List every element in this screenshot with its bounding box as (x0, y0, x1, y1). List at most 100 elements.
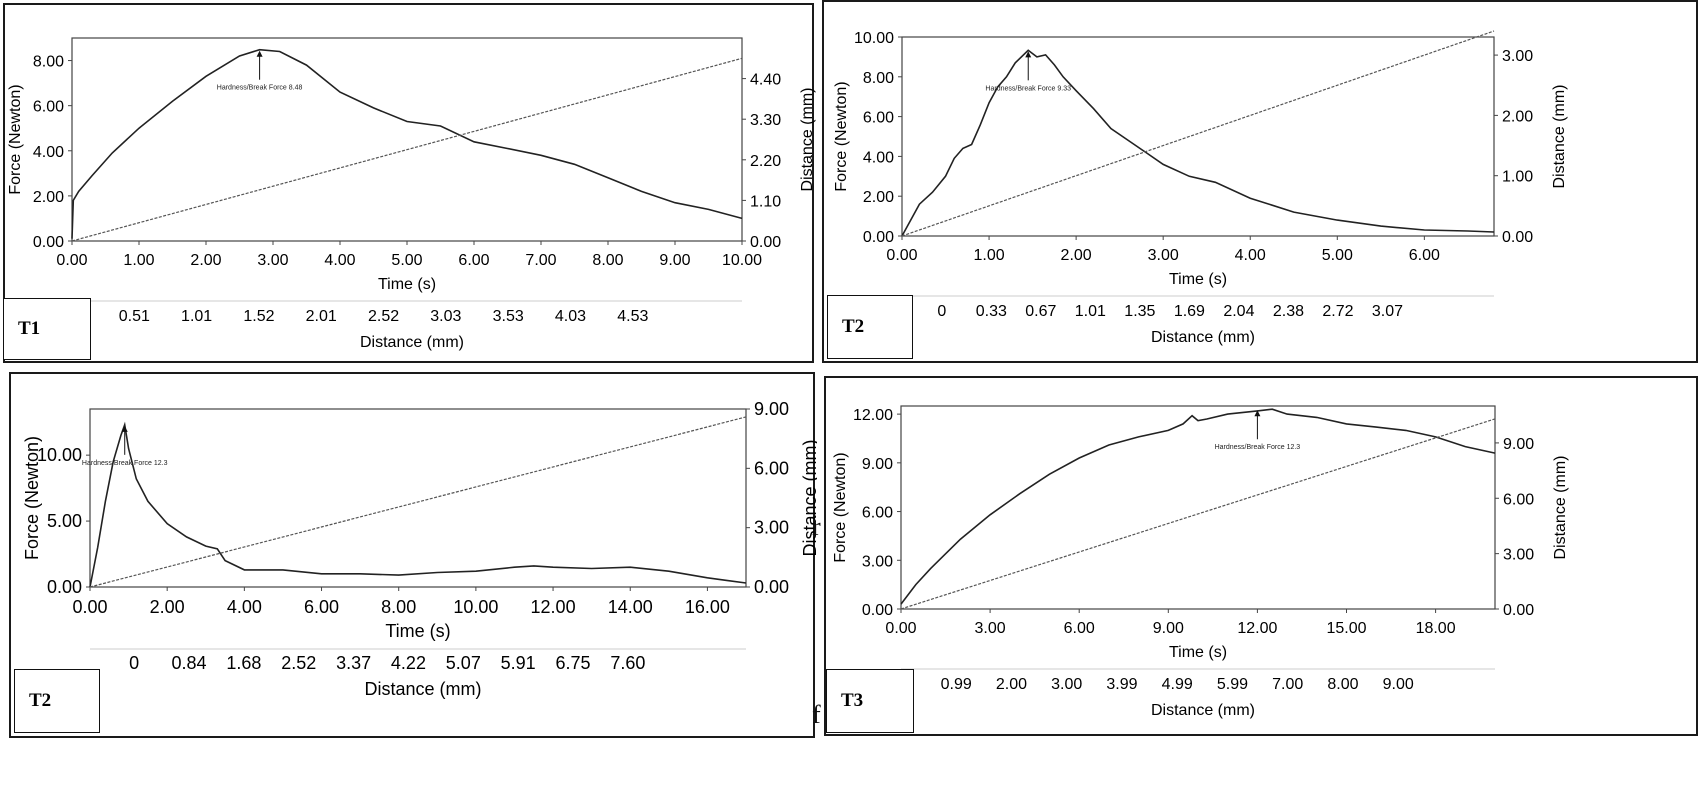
x-tick-label: 2.00 (150, 597, 185, 617)
x2-tick-label: 5.07 (446, 653, 481, 673)
x-tick-label: 8.00 (381, 597, 416, 617)
y-tick-label: 5.00 (47, 511, 82, 531)
y-tick-label: 12.00 (853, 407, 893, 424)
x-tick-label: 14.00 (608, 597, 653, 617)
chart-svg-t3: 0.00 3.00 6.00 9.00 12.00 15.00 18.00 0.00 3.00 6… (832, 405, 1569, 719)
x2-tick-label: 2.38 (1273, 303, 1304, 320)
x2-tick-label: 3.99 (1106, 676, 1137, 693)
x2-tick-label: 0.99 (941, 676, 972, 693)
y2-tick-label: 2.20 (750, 153, 781, 170)
y2-tick-label: 0.00 (754, 577, 789, 597)
x2-tick-label: 4.03 (555, 308, 586, 325)
x2-tick-label: 5.91 (501, 653, 536, 673)
x-tick-label: 3.00 (1148, 247, 1179, 264)
force-series-line (71, 48, 743, 239)
x2-tick-label: 2.00 (996, 676, 1027, 693)
x-tick-label: 5.00 (1322, 247, 1353, 264)
annotation-label: Hardness/Break Force 9.33 (985, 85, 1071, 92)
x-axis-title: Time (s) (385, 621, 450, 641)
annotation-label: Hardness/Break Force 8.48 (217, 85, 303, 92)
x-tick-label: 10.00 (453, 597, 498, 617)
chart-panel-t3: 0.00 3.00 6.00 9.00 12.00 15.00 18.00 0.00 3.00 6… (824, 376, 1698, 736)
x2-axis-title: Distance (mm) (360, 334, 464, 351)
x2-tick-label: 4.99 (1162, 676, 1193, 693)
y2-tick-label: 3.00 (1502, 48, 1533, 65)
chart-panel-t1: 0.00 1.00 2.00 3.00 4.00 5.00 6.00 7.00 8.00 9.00… (3, 3, 816, 363)
y-tick-label: 9.00 (862, 456, 893, 473)
y2-tick-label: 6.00 (1503, 491, 1534, 508)
y-tick-label: 2.00 (33, 189, 64, 206)
chart-panel-t2-top: 0.00 1.00 2.00 3.00 4.00 5.00 6.00 0.00 2.00 4.00… (822, 0, 1698, 363)
annotation-arrowhead (256, 50, 263, 57)
x2-tick-label: 9.00 (1383, 676, 1414, 693)
x2-tick-label: 2.72 (1322, 303, 1353, 320)
y2-tick-label: 9.00 (754, 399, 789, 419)
x2-tick-label: 0.67 (1025, 303, 1056, 320)
y2-axis-title: Distance (mm) (799, 87, 816, 191)
x2-tick-label: 7.60 (610, 653, 645, 673)
x2-tick-label: 2.01 (306, 308, 337, 325)
y-tick-label: 2.00 (863, 189, 894, 206)
x2-tick-label: 7.00 (1272, 676, 1303, 693)
y2-tick-label: 0.00 (1503, 602, 1534, 619)
y2-tick-label: 1.00 (1502, 169, 1533, 186)
x2-tick-label: 3.00 (1051, 676, 1082, 693)
plot-frame (89, 408, 747, 588)
x2-tick-label: 5.99 (1217, 676, 1248, 693)
x-tick-label: 6.00 (304, 597, 339, 617)
x-tick-label: 10.00 (722, 252, 762, 269)
x-tick-label: 9.00 (659, 252, 690, 269)
panel-label-t2-top: T2 (827, 295, 913, 359)
y2-tick-label: 9.00 (1503, 436, 1534, 453)
x2-tick-label: 1.35 (1124, 303, 1155, 320)
y2-tick-label: 1.10 (750, 193, 781, 210)
y-tick-label: 0.00 (863, 229, 894, 246)
x2-tick-label: 1.68 (226, 653, 261, 673)
x-tick-label: 0.00 (56, 252, 87, 269)
x-tick-label: 0.00 (885, 620, 916, 637)
x2-tick-label: 6.75 (556, 653, 591, 673)
x-tick-label: 3.00 (257, 252, 288, 269)
plot-frame (901, 36, 1495, 237)
y2-tick-label: 6.00 (754, 458, 789, 478)
x2-tick-label: 0 (937, 303, 946, 320)
x-tick-label: 5.00 (391, 252, 422, 269)
y-tick-label: 4.00 (33, 144, 64, 161)
x-axis-title: Time (s) (378, 276, 436, 293)
x-tick-label: 16.00 (685, 597, 730, 617)
stray-glyph-f: f (812, 700, 821, 729)
stray-glyph-r: r (812, 512, 821, 541)
panel-label-t3: T3 (826, 669, 914, 733)
plot-frame (71, 37, 743, 242)
y-tick-label: 6.00 (33, 99, 64, 116)
x-tick-label: 18.00 (1416, 620, 1456, 637)
x2-tick-label: 4.22 (391, 653, 426, 673)
chart-panel-t2-bottom: 0.00 2.00 4.00 6.00 8.00 10.00 12.00 14.00 16.00… (9, 372, 817, 738)
y-tick-label: 3.00 (862, 553, 893, 570)
x-tick-label: 12.00 (1237, 620, 1277, 637)
force-series-line (901, 49, 1495, 237)
x2-tick-label: 0 (129, 653, 139, 673)
annotation-arrowhead (1254, 410, 1261, 417)
annotation-label: Hardness/Break Force 12.3 (1215, 444, 1301, 451)
annotation-arrowhead (121, 425, 128, 432)
annotation-label: Hardness/Break Force 12.3 (82, 460, 168, 467)
x2-tick-label: 3.03 (430, 308, 461, 325)
force-series-line (89, 421, 747, 588)
x-tick-label: 4.00 (1235, 247, 1266, 264)
x-tick-label: 15.00 (1326, 620, 1366, 637)
x2-tick-label: 3.07 (1372, 303, 1403, 320)
x-tick-label: 1.00 (123, 252, 154, 269)
x2-tick-label: 2.04 (1223, 303, 1254, 320)
x2-axis-title: Distance (mm) (1151, 329, 1255, 346)
panel-label-t2-bottom: T2 (14, 669, 100, 733)
x2-tick-label: 1.01 (1075, 303, 1106, 320)
panel-label-t1: T1 (3, 298, 91, 360)
x2-tick-label: 0.51 (119, 308, 150, 325)
y2-tick-label: 2.00 (1502, 108, 1533, 125)
x2-tick-label: 0.33 (976, 303, 1007, 320)
y2-axis-title: Distance (mm) (800, 439, 817, 556)
x2-tick-label: 3.53 (493, 308, 524, 325)
x2-tick-label: 1.01 (181, 308, 212, 325)
y-tick-label: 10.00 (37, 445, 82, 465)
